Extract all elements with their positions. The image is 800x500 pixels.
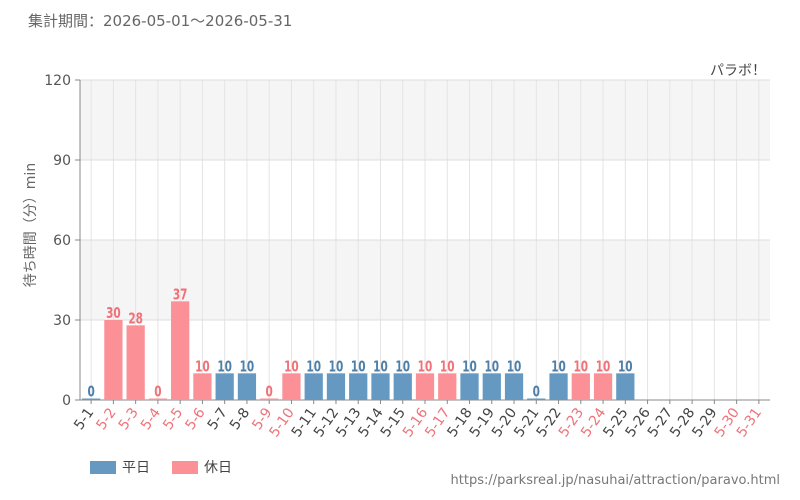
bar-value-label: 10 [351, 359, 366, 376]
y-tick-label: 30 [53, 313, 71, 329]
bar-value-label: 10 [195, 359, 210, 376]
y-tick-label: 0 [62, 393, 71, 409]
x-tick-label: 5-4 [138, 405, 164, 433]
bar [104, 320, 123, 400]
bar [460, 373, 479, 400]
legend-swatch-holiday [172, 460, 198, 474]
source-url[interactable]: https://parksreal.jp/nasuhai/attraction/… [450, 473, 780, 488]
bar-value-label: 10 [484, 359, 499, 376]
bar-value-label: 10 [306, 359, 321, 376]
legend-item-weekday: 平日 [90, 457, 150, 477]
bar-value-label: 28 [128, 311, 143, 328]
bar [237, 373, 257, 400]
bar-value-label: 10 [462, 359, 477, 376]
bar [171, 301, 190, 400]
bar [215, 373, 234, 400]
bar-value-label: 10 [329, 359, 344, 376]
legend-item-holiday: 休日 [172, 457, 232, 477]
bar-value-label: 10 [373, 359, 388, 376]
bar-value-label: 0 [266, 384, 273, 401]
bar-value-label: 10 [395, 359, 410, 376]
bar-value-label: 10 [573, 359, 588, 376]
bar-value-label: 10 [418, 359, 433, 376]
y-tick-label: 120 [44, 73, 71, 89]
bar [260, 398, 279, 400]
bar [393, 373, 412, 400]
legend: 平日 休日 [90, 457, 248, 477]
bar-value-label: 10 [507, 359, 522, 376]
bar [593, 373, 613, 400]
x-tick-label: 5-2 [93, 405, 119, 433]
bar-value-label: 0 [87, 384, 94, 401]
bar-value-label: 10 [217, 359, 232, 376]
bar-value-label: 0 [154, 384, 161, 401]
bar [504, 373, 524, 400]
bar-value-label: 37 [173, 287, 188, 304]
period-label: 集計期間：2026-05-01～2026-05-31 [28, 12, 293, 30]
bar [549, 373, 568, 400]
bar [193, 373, 212, 400]
bar [527, 398, 546, 400]
x-tick-label: 5-31 [734, 405, 765, 440]
bar [415, 373, 435, 400]
bar-value-label: 10 [596, 359, 611, 376]
bar-value-label: 10 [284, 359, 299, 376]
x-tick-label: 5-1 [71, 405, 97, 433]
bar-value-label: 0 [533, 384, 540, 401]
bar [148, 398, 168, 400]
bar-value-label: 10 [240, 359, 255, 376]
bar [326, 373, 346, 400]
bar [82, 398, 101, 400]
bar [126, 325, 145, 400]
bar [616, 373, 635, 400]
bar [571, 373, 590, 400]
bar [349, 373, 368, 400]
bar [482, 373, 501, 400]
legend-label-weekday: 平日 [122, 460, 150, 476]
y-tick-label: 90 [53, 153, 71, 169]
x-tick-label: 5-7 [205, 405, 231, 433]
x-tick-label: 5-8 [227, 405, 253, 433]
bar [438, 373, 457, 400]
x-tick-label: 5-3 [116, 405, 142, 433]
bar [282, 373, 301, 400]
x-tick-label: 5-6 [182, 405, 208, 433]
bar-value-label: 10 [618, 359, 633, 376]
bar-value-label: 30 [106, 306, 121, 323]
bar-value-label: 10 [551, 359, 566, 376]
bar [304, 373, 323, 400]
legend-swatch-weekday [90, 460, 116, 474]
x-tick-label: 5-5 [160, 405, 186, 433]
y-tick-label: 60 [53, 233, 71, 249]
bar-value-label: 10 [440, 359, 455, 376]
legend-label-holiday: 休日 [204, 460, 232, 476]
attraction-name: パラボ！ [710, 63, 766, 79]
bar [371, 373, 390, 400]
